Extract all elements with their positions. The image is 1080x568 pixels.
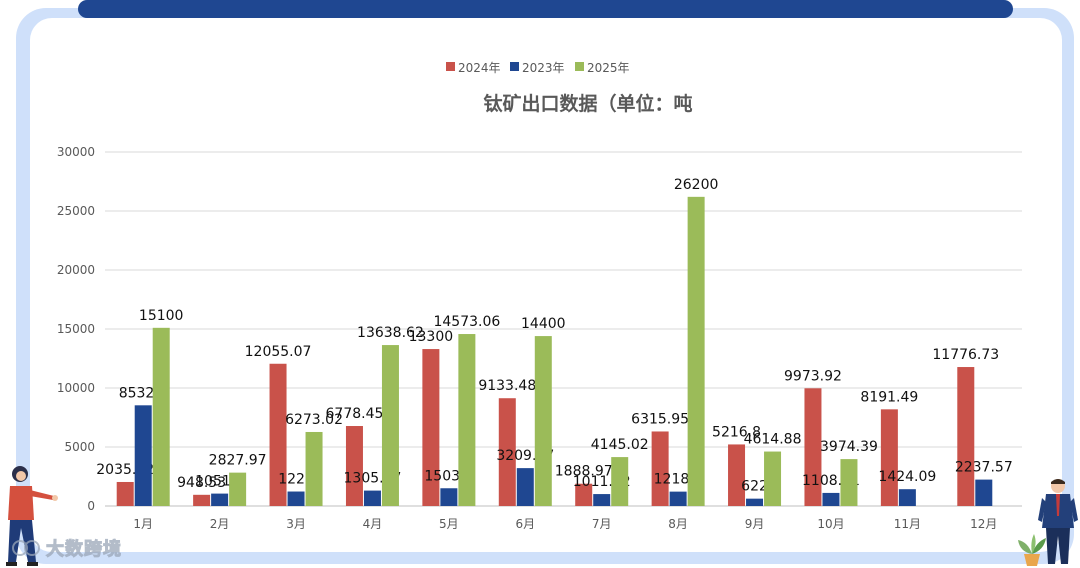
bar (746, 498, 764, 506)
data-label: 9133.48 (478, 378, 536, 394)
data-label: 1227 (278, 472, 314, 488)
data-label: 11776.73 (932, 347, 999, 363)
chart-title: 钛矿出口数据（单位：吨 (483, 92, 692, 115)
y-tick-label: 0 (87, 499, 95, 513)
legend-label: 2023年 (522, 61, 565, 75)
data-label: 622 (741, 479, 768, 495)
bar (134, 405, 152, 506)
bar (116, 481, 134, 506)
bar (287, 491, 305, 506)
bar (498, 398, 516, 506)
legend-label: 2025年 (587, 61, 630, 75)
data-label: 3974.39 (820, 439, 878, 455)
bar (822, 492, 840, 506)
y-tick-label: 30000 (57, 145, 95, 159)
x-tick-label: 6月 (515, 517, 535, 531)
bar (764, 451, 782, 506)
data-label: 1424.09 (878, 469, 936, 485)
bar (669, 491, 687, 506)
bar (728, 444, 746, 506)
bar (898, 489, 916, 506)
data-label: 2827.97 (209, 453, 267, 469)
bar (534, 336, 552, 506)
data-label: 2237.57 (955, 460, 1013, 476)
data-label: 13638.62 (357, 325, 424, 341)
bar (687, 196, 705, 506)
data-label: 6778.45 (326, 406, 384, 422)
x-tick-label: 3月 (286, 517, 306, 531)
x-tick-label: 11月 (894, 517, 921, 531)
y-tick-label: 10000 (57, 381, 95, 395)
bar (458, 334, 476, 506)
bar (422, 349, 440, 506)
brand-name: 大数跨境 (46, 539, 122, 561)
bar (575, 483, 593, 506)
legend-swatch (446, 62, 455, 71)
bar (440, 488, 458, 506)
data-label: 14573.06 (433, 314, 500, 330)
y-tick-label: 20000 (57, 263, 95, 277)
bar (363, 490, 381, 506)
bar (381, 345, 399, 506)
y-tick-label: 5000 (64, 440, 95, 454)
bar (957, 367, 975, 506)
bar (804, 388, 822, 506)
brand-logo: 大数跨境 (12, 536, 122, 561)
bar (840, 459, 858, 506)
data-label: 4145.02 (591, 437, 649, 453)
data-label: 5216.8 (712, 424, 761, 440)
bar (152, 327, 170, 506)
x-tick-label: 12月 (970, 517, 997, 531)
bar (880, 409, 898, 506)
legend-swatch (575, 62, 584, 71)
bar (345, 426, 363, 506)
data-label: 14400 (521, 316, 566, 332)
bar (269, 363, 287, 506)
bar (193, 494, 211, 506)
plant-icon (1018, 534, 1046, 566)
bar (651, 431, 669, 506)
data-label: 6273.02 (285, 412, 343, 428)
data-label: 9973.92 (784, 368, 842, 384)
businessman-illustration (1038, 479, 1078, 564)
x-tick-label: 9月 (745, 517, 765, 531)
bar (516, 468, 534, 506)
brand-logo-icon (12, 540, 40, 556)
x-tick-label: 7月 (592, 517, 612, 531)
bar (975, 479, 993, 506)
data-label: 13300 (409, 329, 454, 345)
data-label: 26200 (674, 177, 719, 193)
data-label: 6315.95 (631, 411, 689, 427)
top-banner-bar (78, 0, 1013, 18)
bar (305, 431, 323, 506)
data-label: 15100 (139, 308, 184, 324)
legend-label: 2024年 (458, 61, 501, 75)
data-label: 1888.97 (555, 464, 613, 480)
x-tick-label: 4月 (363, 517, 383, 531)
x-tick-label: 5月 (439, 517, 459, 531)
data-label: 8191.49 (860, 389, 918, 405)
y-tick-label: 15000 (57, 322, 95, 336)
bar (593, 494, 611, 506)
x-tick-label: 8月 (668, 517, 688, 531)
data-label: 4614.88 (744, 432, 802, 448)
x-tick-label: 1月 (133, 517, 153, 531)
data-label: 12055.07 (245, 344, 312, 360)
bar (229, 472, 247, 506)
bar (611, 457, 629, 506)
y-tick-label: 25000 (57, 204, 95, 218)
x-tick-label: 10月 (817, 517, 844, 531)
x-tick-label: 2月 (210, 517, 230, 531)
legend-swatch (510, 62, 519, 71)
data-label: 948.53 (177, 475, 226, 491)
bar (211, 493, 229, 506)
